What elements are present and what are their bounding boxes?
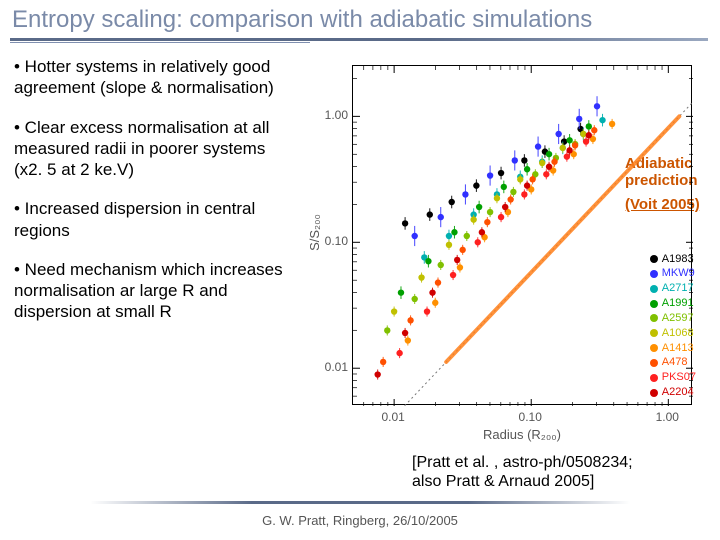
x-tick-label: 0.01 [373,410,413,424]
legend-label: A478 [662,355,688,370]
y-tick-label: 0.01 [308,360,348,374]
legend-item: A1413 [650,341,696,356]
citation-line1: [Pratt et al. , astro-ph/0508234; [412,454,633,471]
bullet-3: • Increased dispersion in central region… [14,198,294,241]
legend-label: A1983 [662,252,694,267]
title-rule-2 [10,42,310,43]
footer-rule [90,501,630,504]
legend-label: A2204 [662,385,694,400]
x-axis-label: Radius (R₂₀₀) [352,427,692,442]
legend-dot-icon [650,285,658,293]
legend-item: A478 [650,355,696,370]
legend-dot-icon [650,255,658,263]
title-rule [10,38,708,41]
bullet-2: • Clear excess normalisation at all meas… [14,117,294,181]
y-tick-label: 1.00 [308,108,348,122]
legend-dot-icon [650,270,658,278]
x-tick-label: 0.10 [510,410,550,424]
legend-item: A1068 [650,326,696,341]
legend-dot-icon [650,314,658,322]
legend-label: A1413 [662,341,694,356]
bullet-4: • Need mechanism which increases normali… [14,259,294,323]
legend-dot-icon [650,300,658,308]
citation-line2: also Pratt & Arnaud 2005] [412,473,594,490]
slide-title: Entropy scaling: comparison with adiabat… [12,6,592,34]
plot-area [352,65,692,405]
bullet-1: • Hotter systems in relatively good agre… [14,56,294,99]
x-tick-label: 1.00 [647,410,687,424]
entropy-chart: S/S₂₀₀ Radius (R₂₀₀) 0.010.101.00 0.010.… [306,55,704,450]
legend-item: A2717 [650,281,696,296]
legend-item: MKW9 [650,266,696,281]
legend-dot-icon [650,374,658,382]
legend-label: A2717 [662,281,694,296]
legend-item: A1991 [650,296,696,311]
bullet-list: • Hotter systems in relatively good agre… [14,56,294,341]
plot-svg [353,66,693,406]
legend-label: PKS07 [662,370,696,385]
legend-dot-icon [650,329,658,337]
legend-item: A1983 [650,252,696,267]
legend: A1983MKW9A2717A1991A2597A1068A1413A478PK… [650,252,696,400]
y-tick-label: 0.10 [308,234,348,248]
legend-item: A2597 [650,311,696,326]
legend-dot-icon [650,344,658,352]
citation-text: [Pratt et al. , astro-ph/0508234; also P… [412,453,633,491]
legend-label: MKW9 [662,266,695,281]
legend-dot-icon [650,389,658,397]
footer-text: G. W. Pratt, Ringberg, 26/10/2005 [0,513,720,528]
legend-label: A2597 [662,311,694,326]
legend-label: A1068 [662,326,694,341]
legend-dot-icon [650,359,658,367]
legend-label: A1991 [662,296,694,311]
legend-item: A2204 [650,385,696,400]
legend-item: PKS07 [650,370,696,385]
